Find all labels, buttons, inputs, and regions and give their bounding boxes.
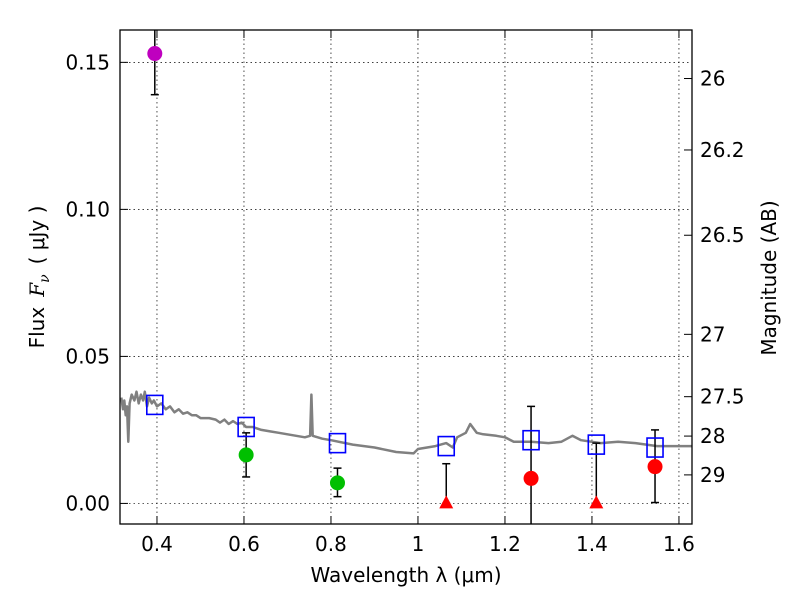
axis-ticks: 0.4 0.6 0.8 1 1.2 1.4 1.6 0.00 0.05 0.10 0.15 26 26.… (65, 30, 745, 556)
x-tick-label: 1.4 (576, 532, 608, 556)
grid-lines (120, 30, 692, 524)
y-tick-label: 0.10 (65, 197, 110, 221)
x-tick-label: 0.6 (228, 532, 260, 556)
model-point-square (437, 435, 456, 457)
y-tick-label: 0.15 (65, 50, 110, 74)
model-point-square (646, 437, 664, 458)
observed-point-circle (523, 470, 539, 486)
right-tick-label: 27 (700, 322, 725, 346)
right-tick-label: 28 (700, 424, 725, 448)
template-spectrum (120, 390, 692, 455)
y-tick-label: 0.00 (65, 491, 110, 515)
observed-point-circle (329, 475, 345, 491)
model-point-square (587, 434, 606, 455)
photometry-markers (145, 30, 664, 524)
right-tick-label: 29 (700, 463, 725, 487)
y-axis-title-right: Magnitude (AB) (757, 200, 781, 355)
right-tick-label: 26.2 (700, 138, 745, 162)
upper-limit-triangle (589, 495, 604, 509)
x-tick-label: 0.8 (315, 532, 347, 556)
observed-point-circle (647, 459, 663, 475)
model-point-square (145, 394, 164, 416)
model-point-square (237, 416, 255, 438)
x-tick-label: 0.4 (141, 532, 173, 556)
model-point-square (522, 429, 540, 451)
right-tick-label: 27.5 (700, 385, 745, 409)
y-tick-label: 0.05 (65, 344, 110, 368)
x-tick-label: 1 (412, 532, 425, 556)
observed-point-circle (147, 46, 163, 62)
x-tick-label: 1.6 (663, 532, 695, 556)
observed-point-circle (238, 447, 254, 463)
spectrum-line (120, 390, 692, 455)
model-point-square (328, 432, 347, 454)
y-axis-title-left: FluxFν( μJy ) (25, 206, 53, 349)
plot-frame (119, 29, 693, 525)
right-tick-label: 26 (700, 67, 725, 91)
x-tick-label: 1.2 (489, 532, 521, 556)
x-axis-title: Wavelength λ (μm) (310, 563, 501, 587)
upper-limit-triangle (439, 495, 454, 509)
right-tick-label: 26.5 (700, 223, 745, 247)
